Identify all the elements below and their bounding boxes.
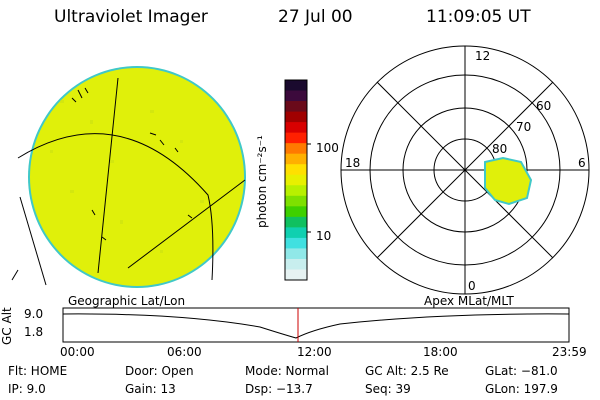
colorbar-band: [285, 90, 307, 102]
gc-altitude: GC Alt: 2.5 Re: [365, 364, 449, 378]
polar-plot: 12 18 6 0 60 70 80: [340, 45, 590, 295]
colorbar-band: [285, 153, 307, 165]
polar-lat-70: 70: [516, 120, 531, 134]
polar-label-6: 6: [578, 156, 586, 170]
polar-lat-80: 80: [492, 142, 507, 156]
time-label: 11:09:05 UT: [426, 7, 531, 27]
image-noise: [50, 100, 204, 253]
timeline-tick-0600: 06:00: [167, 345, 202, 359]
colorbar: [284, 79, 311, 281]
geographic-longitude: GLon: 197.9: [485, 382, 558, 396]
colorbar-band: [285, 237, 307, 249]
mode-status: Mode: Normal: [245, 364, 329, 378]
timeline-ylabel: GC Alt: [0, 307, 14, 345]
gain-value: Gain: 13: [125, 382, 176, 396]
colorbar-band: [285, 195, 307, 207]
polar-label-12: 12: [475, 49, 490, 63]
auroral-oval-patch: [484, 156, 533, 206]
colorbar-band: [285, 80, 307, 92]
timeline-y-top: 9.0: [24, 307, 44, 321]
window-title: Ultraviolet Imager: [54, 7, 208, 27]
timeline-tick-0000: 00:00: [60, 345, 95, 359]
colorbar-band: [285, 216, 307, 228]
geographic-latitude: GLat: −81.0: [485, 364, 558, 378]
ip-value: IP: 9.0: [8, 382, 46, 396]
timeline-tick-2359: 23:59: [552, 345, 587, 359]
sequence-number: Seq: 39: [365, 382, 411, 396]
polar-axis-diag2: [376, 81, 554, 259]
geographic-image-panel: [11, 66, 246, 288]
colorbar-band: [285, 269, 307, 281]
timeline-left-title: Geographic Lat/Lon: [68, 294, 186, 308]
colorbar-band: [285, 248, 307, 260]
colorbar-band: [285, 132, 307, 144]
polar-label-0: 0: [468, 279, 476, 293]
polar-lat-60: 60: [536, 99, 551, 113]
colorbar-band: [285, 111, 307, 123]
colorbar-tick-10: 10: [316, 229, 332, 243]
date-label: 27 Jul 00: [278, 7, 353, 27]
timeline-tick-1800: 18:00: [423, 345, 458, 359]
timeline-tick-1200: 12:00: [297, 345, 332, 359]
colorbar-band: [285, 258, 307, 270]
polar-label-18: 18: [345, 156, 360, 170]
image-disk: [30, 68, 244, 286]
colorbar-band: [285, 164, 307, 176]
colorbar-band: [285, 185, 307, 197]
colorbar-band: [285, 101, 307, 113]
timeline-y-bottom: 1.8: [24, 325, 44, 339]
timeline-plot: [62, 307, 570, 343]
colorbar-band: [285, 206, 307, 218]
colorbar-band: [285, 122, 307, 134]
colorbar-band: [285, 227, 307, 239]
dsp-value: Dsp: −13.7: [245, 382, 313, 396]
timeline-frame: [62, 307, 570, 343]
colorbar-unit-label: photon cm⁻²s⁻¹: [255, 135, 269, 228]
flight-status: Flt: HOME: [8, 364, 68, 378]
geo-grid-lines: [11, 77, 246, 286]
colorbar-frame: [284, 79, 308, 281]
colorbar-band: [285, 174, 307, 186]
colorbar-tick-100: 100: [316, 141, 339, 155]
altitude-curve: [62, 313, 570, 339]
door-status: Door: Open: [125, 364, 194, 378]
timeline-right-title: Apex MLat/MLT: [424, 294, 514, 308]
colorbar-band: [285, 143, 307, 155]
